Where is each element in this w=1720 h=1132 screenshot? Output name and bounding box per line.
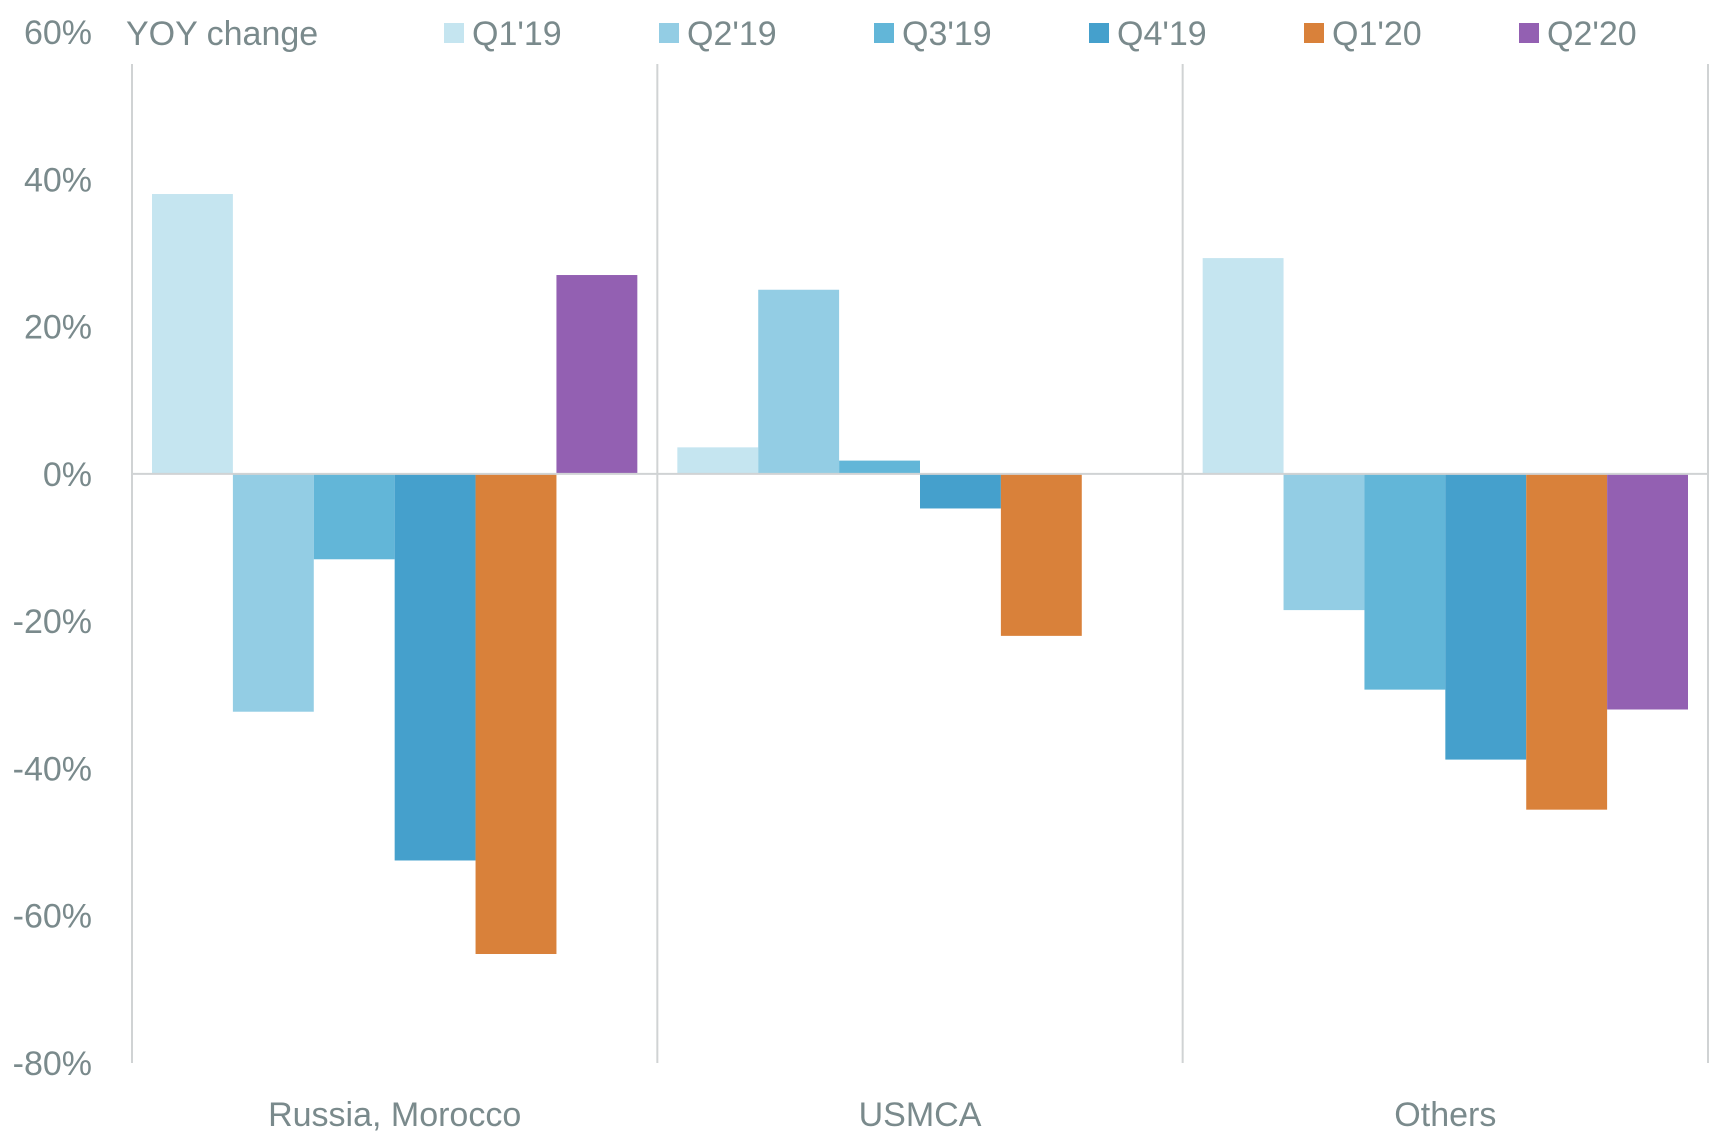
bar-q219-3	[1283, 473, 1365, 611]
bar-q219-1	[232, 473, 314, 712]
y-tick-label: 20%	[24, 309, 92, 347]
bar-q220-1	[556, 275, 638, 474]
bar-q419-2	[920, 473, 1001, 509]
legend-label: Q3'19	[902, 15, 992, 53]
category-label: Others	[1394, 1096, 1496, 1132]
legend-label: Q4'19	[1117, 15, 1207, 53]
y-tick-label: 40%	[24, 161, 92, 199]
bar-q119-2	[677, 447, 759, 474]
legend-swatch	[1519, 23, 1539, 43]
y-axis-ticks: 60% 40% 20% 0% -20% -40% -60% -80%	[13, 14, 92, 1083]
bar-q120-2	[1000, 473, 1082, 636]
bar-q319-2	[839, 460, 920, 474]
bar-q120-3	[1526, 473, 1608, 810]
y-tick-label: -60%	[13, 898, 92, 936]
legend-label: Q2'20	[1547, 15, 1637, 53]
category-separators	[131, 64, 1709, 1063]
legend-swatch	[444, 23, 464, 43]
bar-q419-1	[394, 473, 476, 861]
bar-q119-1	[152, 194, 233, 474]
category-label: USMCA	[859, 1096, 982, 1132]
bars-layer	[152, 194, 1688, 955]
legend-swatch	[659, 23, 679, 43]
legend-label: Q1'20	[1332, 15, 1422, 53]
legend-swatch	[1089, 23, 1109, 43]
bar-q419-3	[1445, 473, 1527, 760]
y-axis-label: YOY change	[126, 15, 318, 53]
y-tick-label: -40%	[13, 750, 92, 788]
bar-q119-3	[1202, 258, 1284, 474]
y-tick-label: -20%	[13, 603, 92, 641]
legend-label: Q2'19	[687, 15, 777, 53]
legend-swatch	[874, 23, 894, 43]
x-axis-categories: Russia, Morocco USMCA Others	[268, 1096, 1496, 1132]
y-tick-label: 0%	[43, 456, 92, 494]
bar-q220-3	[1607, 473, 1688, 710]
bar-q319-1	[313, 473, 395, 560]
category-label: Russia, Morocco	[268, 1096, 521, 1132]
y-tick-label: 60%	[24, 14, 92, 52]
legend: Q1'19 Q2'19 Q3'19 Q4'19 Q1'20 Q2'20	[444, 15, 1637, 53]
legend-label: Q1'19	[472, 15, 562, 53]
legend-swatch	[1304, 23, 1324, 43]
bar-q120-1	[475, 473, 557, 955]
y-tick-label: -80%	[13, 1045, 92, 1083]
bar-q219-2	[758, 289, 840, 474]
bar-q319-3	[1364, 473, 1446, 690]
